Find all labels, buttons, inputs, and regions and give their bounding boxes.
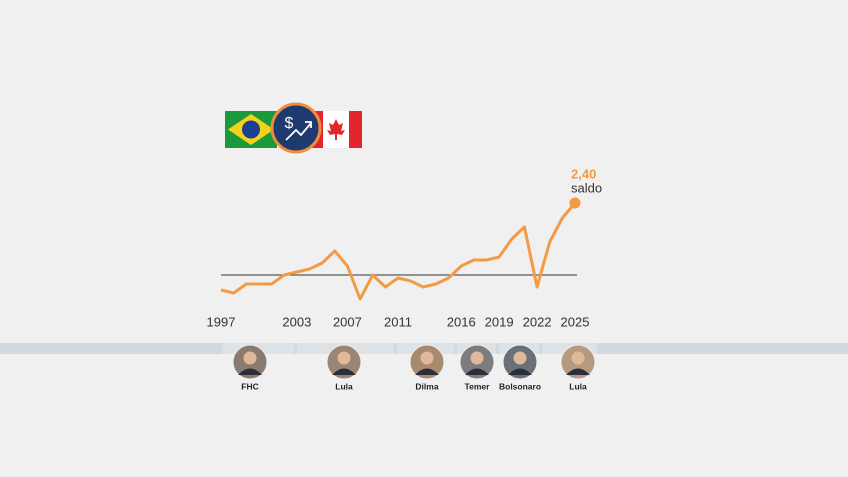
president-suit bbox=[566, 368, 590, 375]
x-tick-label: 2003 bbox=[282, 314, 311, 329]
president-name: FHC bbox=[241, 381, 258, 391]
trade-icon: $ bbox=[270, 102, 322, 154]
president-face bbox=[470, 351, 484, 365]
president-name: Lula bbox=[569, 381, 587, 391]
president-name: Bolsonaro bbox=[499, 381, 541, 391]
president-face bbox=[337, 351, 351, 365]
president-suit bbox=[465, 368, 489, 375]
svg-text:$: $ bbox=[285, 115, 294, 132]
president-suit bbox=[415, 368, 439, 375]
x-tick-label: 1997 bbox=[207, 314, 236, 329]
trade-line bbox=[220, 202, 577, 301]
x-tick-label: 2022 bbox=[523, 314, 552, 329]
president-face bbox=[513, 351, 527, 365]
president-suit bbox=[508, 368, 532, 375]
x-tick-label: 2025 bbox=[561, 314, 590, 329]
president-name: Temer bbox=[465, 381, 491, 391]
brazil-flag bbox=[225, 111, 277, 148]
x-tick-label: 2007 bbox=[333, 314, 362, 329]
annotation: saldo bbox=[571, 180, 602, 195]
president-suit bbox=[332, 368, 356, 375]
end-dot bbox=[569, 197, 581, 209]
president-face bbox=[571, 351, 585, 365]
president-face bbox=[243, 351, 257, 365]
value-label: 2,40 bbox=[571, 166, 596, 181]
x-tick-label: 2011 bbox=[384, 314, 412, 329]
president-name: Lula bbox=[335, 381, 353, 391]
president-name: Dilma bbox=[415, 381, 438, 391]
x-tick-label: 2019 bbox=[485, 314, 514, 329]
president-suit bbox=[238, 368, 262, 375]
x-tick-label: 2016 bbox=[447, 314, 476, 329]
president-face bbox=[420, 351, 434, 365]
